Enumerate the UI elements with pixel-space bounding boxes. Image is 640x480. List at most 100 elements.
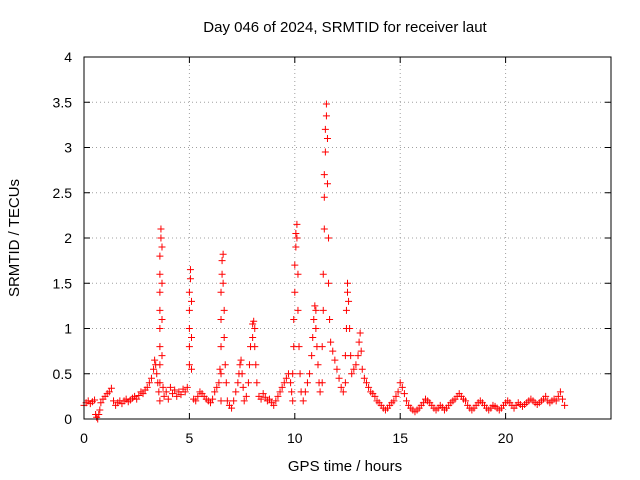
data-point [342,306,350,314]
data-point [320,193,328,201]
data-point [257,395,265,403]
plot-frame [83,56,612,420]
data-point [217,288,225,296]
data-point [215,379,223,387]
data-point [222,379,230,387]
y-tick-label: 3.5 [53,94,73,110]
data-point [320,171,328,179]
data-point [147,374,155,382]
data-point [181,388,189,396]
data-point [303,379,311,387]
data-point [327,338,335,346]
data-point [156,379,164,387]
data-point [319,270,327,278]
y-tick-label: 0.5 [53,366,73,382]
data-point [341,379,349,387]
data-point [209,395,217,403]
y-tick-label: 2.5 [53,185,73,201]
data-point [355,338,363,346]
data-point [143,383,151,391]
data-point [295,343,303,351]
data-point [419,399,427,407]
data-point [211,388,219,396]
data-point [185,343,193,351]
data-point [245,361,253,369]
data-point [357,347,365,355]
data-point [219,279,227,287]
data-point [110,397,118,405]
y-tick-label: 3 [64,140,72,156]
data-point [301,388,309,396]
data-point [162,388,170,396]
data-point [171,386,179,394]
data-point [185,306,193,314]
data-point [251,343,259,351]
data-point [354,352,362,360]
data-point [156,361,164,369]
data-point [272,397,280,405]
data-point [403,397,411,405]
data-point [337,383,345,391]
data-point [280,379,288,387]
data-point [242,392,250,400]
data-point [296,370,304,378]
data-point [323,180,331,188]
data-point [339,388,347,396]
data-point [133,395,141,403]
data-point [323,134,331,142]
data-point [278,383,286,391]
data-point [158,243,166,251]
data-point [322,100,330,108]
data-point [270,401,278,409]
y-tick-label: 1 [64,321,72,337]
data-point [552,397,560,405]
data-point [194,392,202,400]
data-point [219,250,227,258]
data-point [326,315,334,323]
data-point [186,275,194,283]
data-point [325,234,333,242]
data-point [396,379,404,387]
data-point [158,315,166,323]
data-point [312,306,320,314]
data-point [236,361,244,369]
data-point [291,261,299,269]
data-point [309,334,317,342]
data-point [155,388,163,396]
data-point [217,315,225,323]
data-point [299,397,307,405]
data-point [188,365,196,373]
data-point [253,379,261,387]
data-point [156,306,164,314]
data-point [348,370,356,378]
data-point [186,266,194,274]
data-point [107,384,115,392]
data-point [213,383,221,391]
data-point [321,148,329,156]
data-point [365,383,373,391]
data-point [135,391,143,399]
x-tick-label: 10 [287,430,303,446]
data-point [261,393,269,401]
data-point [293,234,301,242]
data-point [177,391,185,399]
y-tick-label: 0 [64,411,72,427]
data-point [157,225,165,233]
data-point [217,343,225,351]
data-point [392,392,400,400]
data-point [371,392,379,400]
data-point [216,365,224,373]
data-point [316,388,324,396]
data-point [153,370,161,378]
data-point [249,334,257,342]
data-point [217,397,225,405]
data-point [251,325,259,332]
data-point [288,388,296,396]
data-point [310,315,318,323]
data-point [259,390,267,398]
data-point [221,361,229,369]
data-point [318,379,326,387]
data-point [352,361,360,369]
data-point [559,395,567,403]
